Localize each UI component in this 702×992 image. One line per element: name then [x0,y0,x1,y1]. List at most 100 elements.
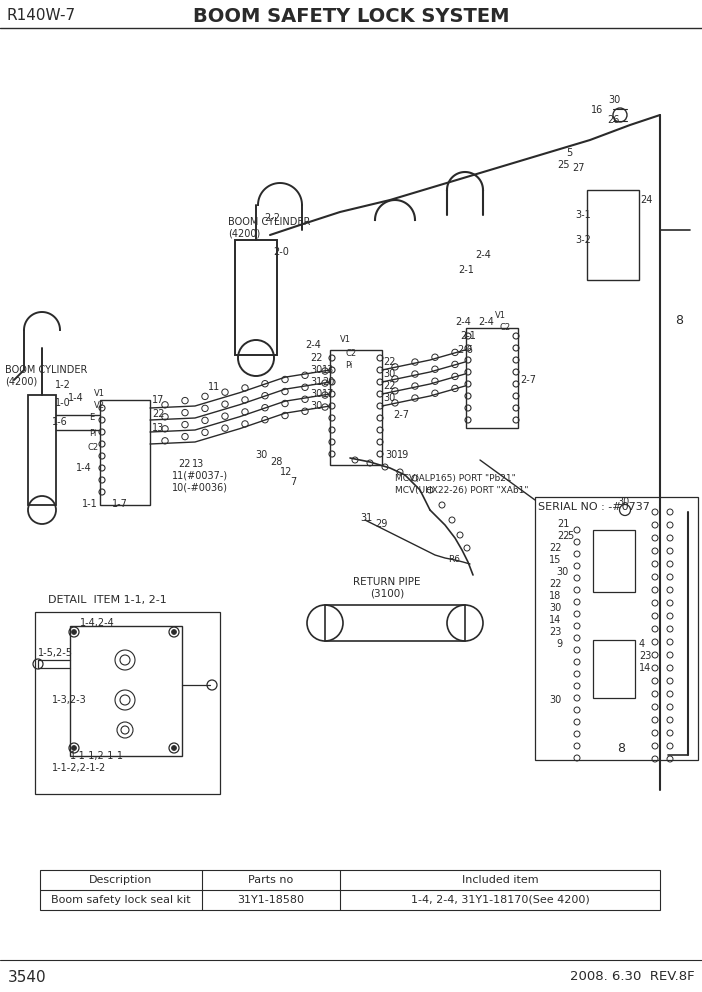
Text: MCV(UHX22-26) PORT "XAb1": MCV(UHX22-26) PORT "XAb1" [395,486,529,495]
Text: DETAIL  ITEM 1-1, 2-1: DETAIL ITEM 1-1, 2-1 [48,595,167,605]
Text: BOOM CYLINDER: BOOM CYLINDER [228,217,310,227]
Bar [325,605,465,641]
Text: 1-1-1,2-1-1: 1-1-1,2-1-1 [70,751,124,761]
Text: 22: 22 [383,357,395,367]
Text: E: E [89,414,94,423]
Text: 30: 30 [310,401,322,411]
Text: Pi: Pi [89,429,96,437]
Text: V1: V1 [340,335,351,344]
Text: 30: 30 [608,95,621,105]
Text: 22: 22 [557,531,569,541]
Text: 22: 22 [178,459,190,469]
Text: 2-0: 2-0 [273,247,289,257]
Text: 18: 18 [549,591,562,601]
Text: 7: 7 [290,477,296,487]
Text: Included item: Included item [462,875,538,885]
Text: 30: 30 [383,393,395,403]
Text: V1: V1 [495,311,506,320]
Text: 22: 22 [310,353,322,363]
Text: 30: 30 [617,497,629,507]
Text: 28: 28 [270,457,282,467]
Text: 1-0: 1-0 [55,398,71,408]
Text: MCV(ALP165) PORT "Pb21": MCV(ALP165) PORT "Pb21" [395,473,516,482]
Text: C2: C2 [500,323,511,332]
Text: 13: 13 [192,459,204,469]
Text: 22: 22 [383,381,395,391]
Text: C2: C2 [87,443,98,452]
Text: 17: 17 [322,389,334,399]
Bar [40,870,660,910]
Text: 10(-#0036): 10(-#0036) [172,482,228,492]
Text: 1-6: 1-6 [52,417,68,427]
Text: 1-4,2-4: 1-4,2-4 [80,618,114,628]
Text: Boom safety lock seal kit: Boom safety lock seal kit [51,895,191,905]
Text: R140W-7: R140W-7 [7,9,76,24]
Bar [330,350,382,465]
Text: 15: 15 [549,555,562,565]
Text: 23: 23 [549,627,562,637]
Text: BOOM CYLINDER: BOOM CYLINDER [5,365,87,375]
Text: 31: 31 [360,513,372,523]
Text: 1-1: 1-1 [82,499,98,509]
Text: 1-1-2,2-1-2: 1-1-2,2-1-2 [52,763,106,773]
Text: 8: 8 [617,741,625,755]
Text: 8: 8 [675,313,683,326]
Text: 2-2: 2-2 [264,213,280,223]
Text: 2-4: 2-4 [478,317,494,327]
Text: 14: 14 [639,663,651,673]
Bar [100,400,150,505]
Bar [235,240,277,355]
Text: 2-6: 2-6 [457,345,473,355]
Circle shape [72,630,77,635]
Bar [593,530,635,592]
Text: 2-1: 2-1 [458,265,474,275]
Text: 30: 30 [385,450,397,460]
Text: BOOM SAFETY LOCK SYSTEM: BOOM SAFETY LOCK SYSTEM [193,7,509,26]
Text: 30: 30 [549,603,562,613]
Text: 30: 30 [310,365,322,375]
Text: 17: 17 [152,395,164,405]
Text: 5: 5 [567,531,574,541]
Text: 31Y1-18580: 31Y1-18580 [237,895,305,905]
Text: Description: Description [89,875,153,885]
Circle shape [72,746,77,751]
Text: 11(#0037-): 11(#0037-) [172,470,228,480]
Text: 1-7: 1-7 [112,499,128,509]
Text: 13: 13 [152,423,164,433]
Text: 13: 13 [322,365,334,375]
Text: 30: 30 [310,389,322,399]
Text: 27: 27 [572,163,585,173]
Text: 2-7: 2-7 [520,375,536,385]
Text: 16: 16 [591,105,603,115]
Text: 19: 19 [397,450,409,460]
Text: 14: 14 [549,615,562,625]
Text: 2-4: 2-4 [455,317,471,327]
Text: 11: 11 [208,382,220,392]
Text: 1-4: 1-4 [76,463,92,473]
Text: 3-1: 3-1 [575,210,591,220]
Text: 12: 12 [280,467,292,477]
Text: 2-4: 2-4 [475,250,491,260]
Text: 1-4, 2-4, 31Y1-18170(See 4200): 1-4, 2-4, 31Y1-18170(See 4200) [411,895,590,905]
Text: 30: 30 [556,567,568,577]
Bar [593,640,635,698]
Text: 9: 9 [556,639,562,649]
Text: V2: V2 [94,402,105,411]
Text: SERIAL NO : -#0737: SERIAL NO : -#0737 [538,502,650,512]
Text: 21: 21 [557,519,569,529]
Text: (3100): (3100) [370,589,404,599]
Text: 26: 26 [607,115,619,125]
Text: 1-5,2-5: 1-5,2-5 [38,648,73,658]
Bar [35,612,220,794]
Bar [587,190,639,280]
Text: (4200): (4200) [5,377,37,387]
Text: 1-3,2-3: 1-3,2-3 [52,695,87,705]
Text: 1-2: 1-2 [55,380,71,390]
Text: 5: 5 [566,148,572,158]
Text: 22: 22 [549,579,562,589]
Text: R6: R6 [448,556,460,564]
Text: RETURN PIPE: RETURN PIPE [353,577,420,587]
Text: 22: 22 [152,409,164,419]
Text: 20: 20 [322,377,334,387]
Text: 3540: 3540 [8,969,46,984]
